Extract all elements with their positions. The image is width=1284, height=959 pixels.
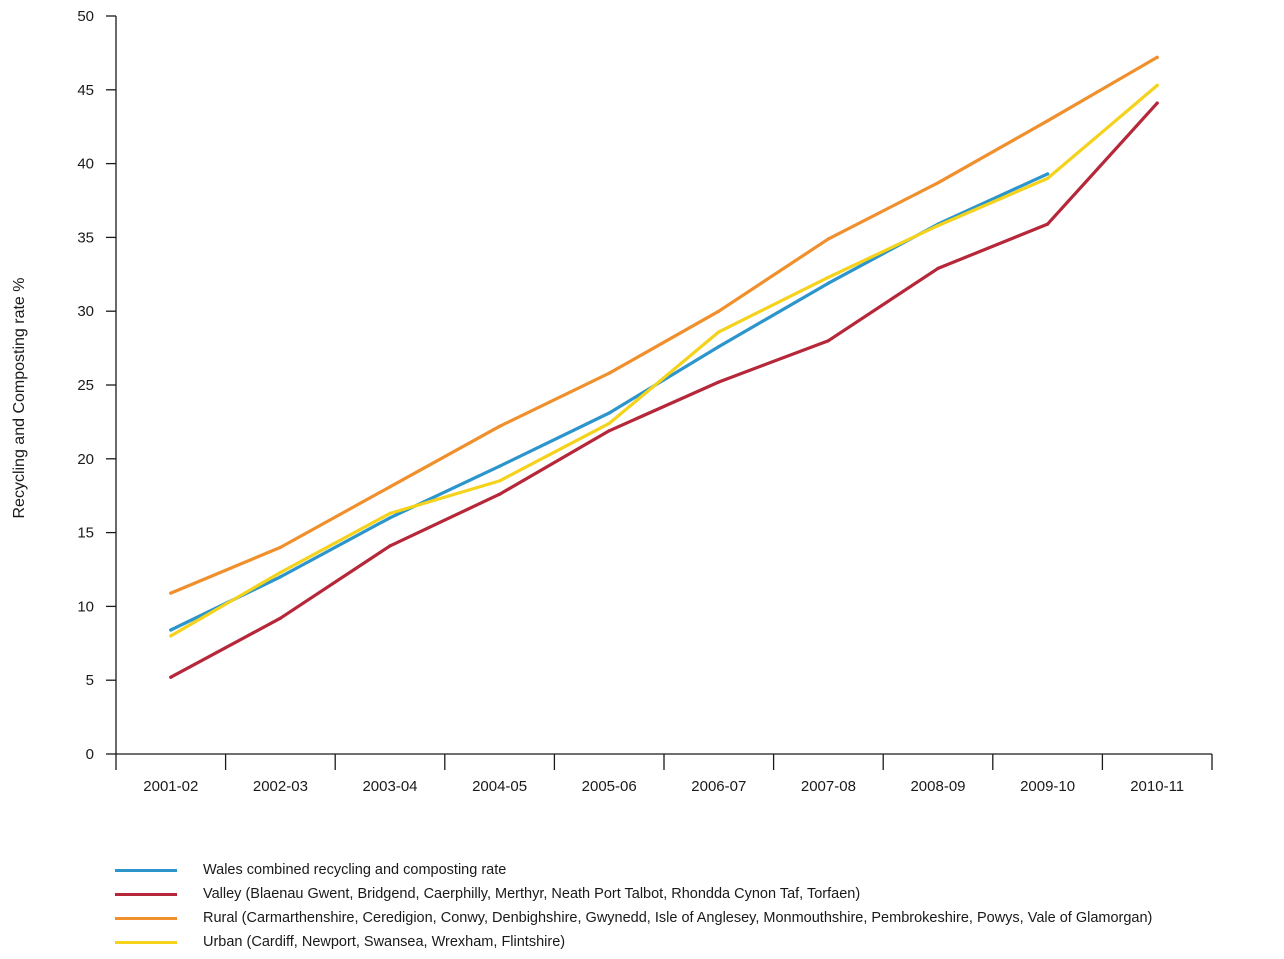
data-point xyxy=(388,544,392,548)
y-tick-label: 30 xyxy=(77,303,94,320)
data-point xyxy=(1155,101,1159,105)
y-axis-title: Recycling and Composting rate % xyxy=(11,277,28,518)
data-point xyxy=(388,485,392,489)
data-point xyxy=(1046,172,1050,176)
legend-label: Urban (Cardiff, Newport, Swansea, Wrexha… xyxy=(203,934,566,950)
series-line-3 xyxy=(169,83,1159,638)
data-point xyxy=(1046,222,1050,226)
data-point xyxy=(1046,176,1050,180)
x-tick-label: 2002-03 xyxy=(253,778,308,795)
data-point xyxy=(278,616,282,620)
line-chart: Recycling and Composting rate % 0 5 10 15 20… xyxy=(11,8,1213,795)
legend-item: Wales combined recycling and composting … xyxy=(115,858,1152,882)
y-tick-label: 5 xyxy=(86,672,94,689)
legend-item: Rural (Carmarthenshire, Ceredigion, Conw… xyxy=(115,906,1152,930)
legend-label: Rural (Carmarthenshire, Ceredigion, Conw… xyxy=(203,910,1153,926)
x-tick-label: 2004-05 xyxy=(472,778,527,795)
data-point xyxy=(169,675,173,679)
data-point xyxy=(388,516,392,520)
data-point xyxy=(826,281,831,285)
x-tick-label: 2005-06 xyxy=(582,778,637,795)
legend-label: Wales combined recycling and composting … xyxy=(203,862,507,878)
series-line-1 xyxy=(169,101,1159,679)
data-point xyxy=(169,591,173,595)
legend: Wales combined recycling and composting … xyxy=(115,858,1152,954)
y-tick-label: 45 xyxy=(77,82,94,99)
data-point xyxy=(278,570,282,575)
data-point xyxy=(607,371,611,375)
data-point xyxy=(936,181,940,185)
data-point xyxy=(826,339,831,343)
axes: 0 5 10 15 20 25 30 35 40 45 50 2001-02 2002-03 2003-0… xyxy=(77,8,1213,795)
series-lines xyxy=(169,55,1159,679)
legend-swatch xyxy=(115,892,177,896)
data-point xyxy=(717,330,721,334)
legend-swatch xyxy=(115,868,177,872)
data-point xyxy=(388,511,392,516)
data-point xyxy=(278,575,282,579)
data-point xyxy=(169,628,173,632)
y-tick-label: 40 xyxy=(77,156,94,173)
x-tick-label: 2006-07 xyxy=(691,778,746,795)
data-point xyxy=(498,479,502,483)
data-point xyxy=(936,223,940,228)
x-tick-label: 2008-09 xyxy=(910,778,965,795)
y-tick-label: 35 xyxy=(77,229,94,246)
data-point xyxy=(826,237,831,241)
y-tick-label: 50 xyxy=(77,8,94,25)
data-point xyxy=(1046,119,1050,123)
y-tick-label: 0 xyxy=(86,746,94,763)
y-tick-label: 15 xyxy=(77,525,94,542)
data-point xyxy=(607,411,611,415)
x-tick-label: 2001-02 xyxy=(143,778,198,795)
x-tick-label: 2003-04 xyxy=(362,778,417,795)
data-point xyxy=(936,266,940,270)
legend-swatch xyxy=(115,916,177,920)
data-point xyxy=(1155,55,1159,59)
data-point xyxy=(717,380,721,384)
data-point xyxy=(1155,83,1159,87)
data-point xyxy=(607,429,611,433)
data-point xyxy=(169,634,173,638)
legend-item: Urban (Cardiff, Newport, Swansea, Wrexha… xyxy=(115,930,1152,954)
y-tick-label: 20 xyxy=(77,451,94,468)
data-point xyxy=(717,345,721,349)
x-tick-label: 2010-11 xyxy=(1130,778,1184,795)
y-tick-label: 10 xyxy=(77,598,94,615)
data-point xyxy=(826,275,831,279)
data-point xyxy=(607,421,611,425)
series-line-2 xyxy=(169,55,1159,595)
data-point xyxy=(498,424,502,428)
data-point xyxy=(717,309,721,313)
data-point xyxy=(278,545,282,549)
legend-item: Valley (Blaenau Gwent, Bridgend, Caerphi… xyxy=(115,882,1152,906)
x-tick-label: 2007-08 xyxy=(801,778,856,795)
legend-swatch xyxy=(115,940,177,944)
legend-label: Valley (Blaenau Gwent, Bridgend, Caerphi… xyxy=(203,886,861,902)
data-point xyxy=(498,464,502,468)
y-tick-label: 25 xyxy=(77,377,94,394)
x-tick-label: 2009-10 xyxy=(1020,778,1075,795)
data-point xyxy=(498,492,502,496)
